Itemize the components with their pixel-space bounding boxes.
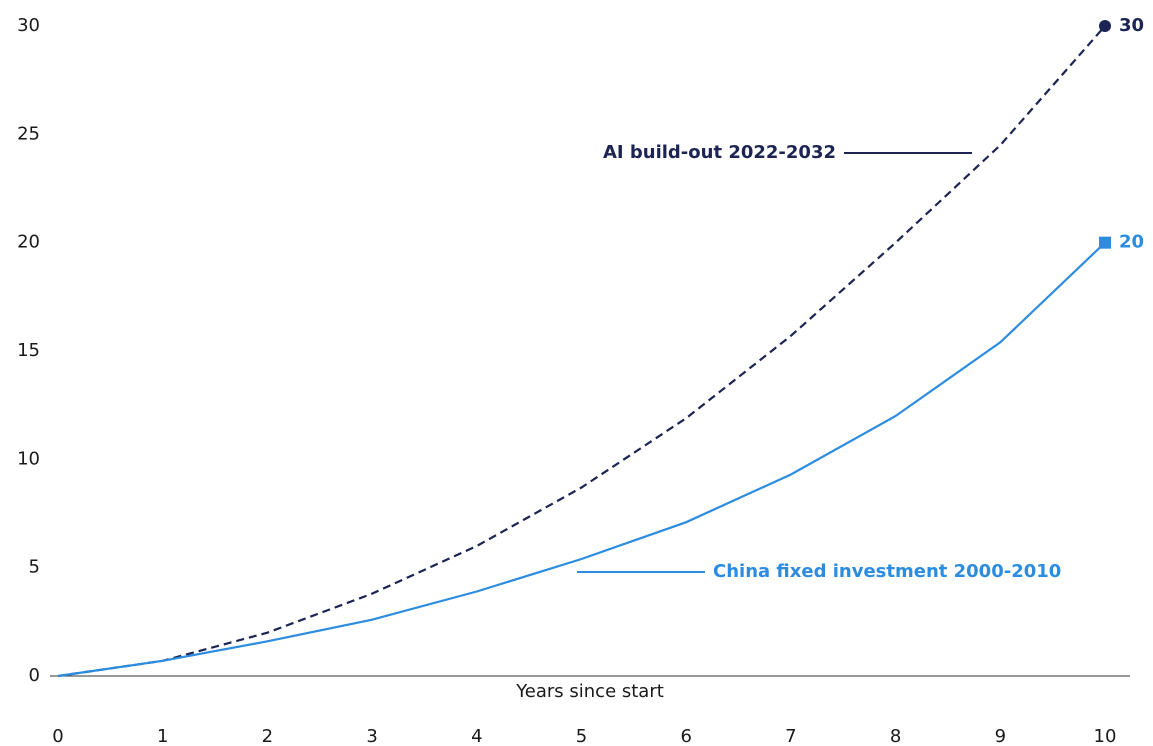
y-tick-label: 15 bbox=[17, 340, 40, 361]
x-axis-label: Years since start bbox=[515, 681, 664, 702]
y-tick-label: 25 bbox=[17, 123, 40, 144]
end-marker bbox=[1099, 20, 1111, 32]
series-line bbox=[57, 241, 1106, 678]
series-line bbox=[57, 25, 1106, 678]
y-tick-label: 30 bbox=[17, 15, 40, 36]
y-tick-label: 20 bbox=[17, 232, 40, 253]
x-tick-label: 5 bbox=[576, 726, 587, 746]
y-tick-label: 5 bbox=[29, 557, 40, 578]
end-value-label: 30 bbox=[1119, 15, 1144, 36]
x-tick-label: 6 bbox=[680, 726, 691, 746]
x-tick-label: 2 bbox=[262, 726, 273, 746]
x-tick-label: 3 bbox=[366, 726, 377, 746]
x-tick-label: 1 bbox=[157, 726, 168, 746]
x-tick-label: 0 bbox=[52, 726, 63, 746]
series-annotation: AI build-out 2022-2032 bbox=[603, 142, 836, 163]
x-tick-label: 10 bbox=[1094, 726, 1117, 746]
x-tick-label: 4 bbox=[471, 726, 482, 746]
y-tick-label: 0 bbox=[29, 665, 40, 686]
y-tick-label: 10 bbox=[17, 448, 40, 469]
end-marker bbox=[1099, 236, 1111, 249]
x-tick-label: 8 bbox=[890, 726, 901, 746]
series-annotation: China fixed investment 2000-2010 bbox=[713, 561, 1061, 582]
x-tick-label: 9 bbox=[995, 726, 1006, 746]
end-value-label: 20 bbox=[1119, 232, 1144, 253]
x-tick-label: 7 bbox=[785, 726, 796, 746]
